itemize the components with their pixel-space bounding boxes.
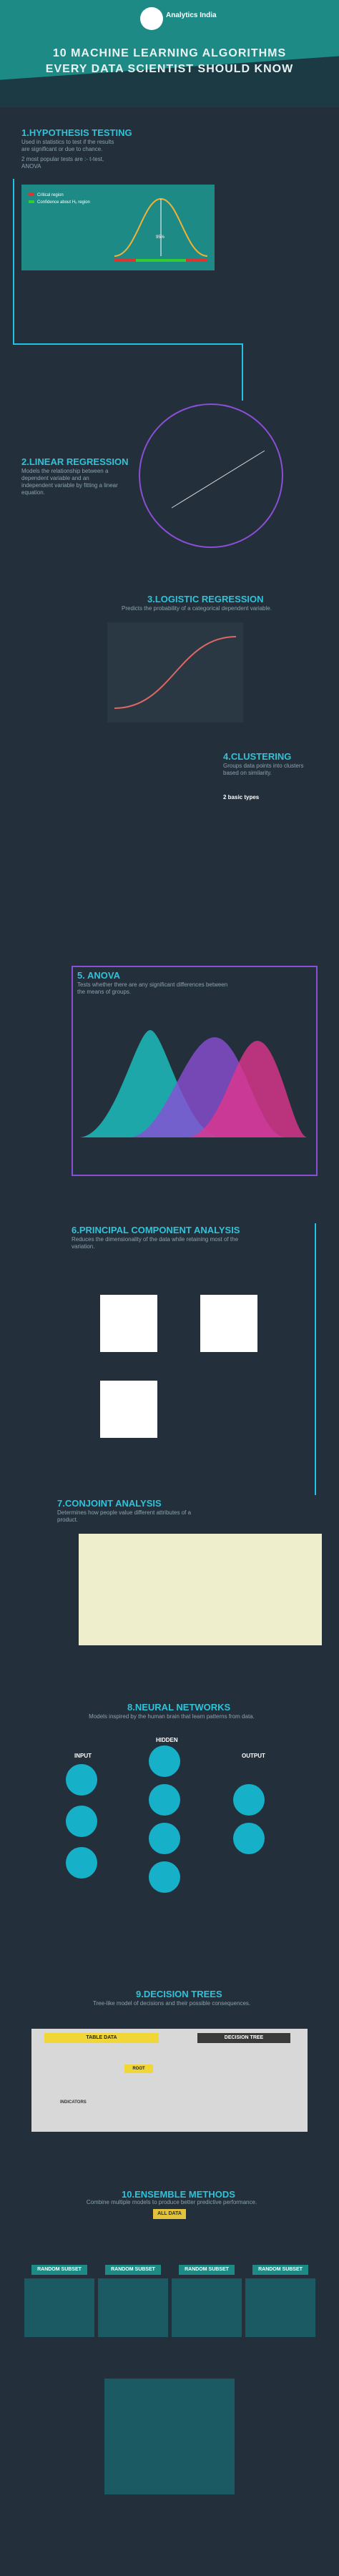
legend-label-confidence: Confidence about H₀ region	[37, 200, 90, 205]
decision-tree-header: DECISION TREE	[197, 2033, 290, 2043]
pca-plot-3	[100, 1381, 157, 1438]
section-desc-ensemble: Combine multiple models to produce bette…	[86, 2199, 257, 2205]
section-desc-conjoint: Determines how people value different at…	[57, 1509, 192, 1523]
connector-line	[72, 1223, 316, 1495]
critical-bar-right	[186, 259, 207, 262]
subset-tree	[172, 2278, 242, 2337]
section-desc-hypothesis: Used in statistics to test if the result…	[21, 139, 114, 152]
subset-tree	[245, 2278, 315, 2337]
random-subset-label: RANDOM SUBSET	[252, 2265, 308, 2275]
legend-swatch-confidence	[29, 200, 34, 203]
pca-plot-2	[200, 1295, 257, 1352]
section-desc-pca: Reduces the dimensionality of the data w…	[72, 1236, 239, 1250]
regression-ring	[139, 403, 283, 548]
conjoint-panel	[79, 1534, 322, 1645]
output-neuron	[233, 1823, 265, 1854]
section-desc-clustering: Groups data points into clusters based o…	[223, 763, 304, 776]
regression-line	[171, 450, 265, 509]
table-data-header: TABLE DATA	[44, 2033, 159, 2043]
hidden-layer-label: HIDDEN	[156, 1737, 178, 1743]
input-layer-label: INPUT	[74, 1753, 92, 1759]
section-sub-hypothesis: 2 most popular tests are :- t-test, ANOV…	[21, 156, 104, 170]
section-desc-linear-regression: Models the relationship between a depend…	[21, 468, 118, 496]
brand-mark-icon	[140, 7, 163, 30]
input-neuron	[66, 1806, 97, 1837]
indicators-label: INDICATORS	[60, 2100, 87, 2105]
hidden-neuron	[149, 1745, 180, 1777]
section-title-logistic-regression: 3.LOGISTIC REGRESSION	[147, 594, 264, 604]
confidence-label: 95%	[156, 235, 165, 240]
subset-tree	[98, 2278, 168, 2337]
tree-root-node: ROOT	[124, 2065, 153, 2073]
hidden-neuron	[149, 1784, 180, 1816]
section-desc-neural-networks: Models inspired by the human brain that …	[89, 1713, 255, 1720]
all-data-node: ALL DATA	[153, 2209, 186, 2219]
hidden-neuron	[149, 1861, 180, 1893]
section-desc-decision-trees: Tree-like model of decisions and their p…	[92, 2000, 251, 2007]
connector-line	[13, 179, 14, 343]
random-subset-label: RANDOM SUBSET	[31, 2265, 87, 2275]
hidden-neuron	[149, 1823, 180, 1854]
sigmoid-curve	[114, 636, 237, 709]
pca-plot-1	[100, 1295, 157, 1352]
anova-chart	[79, 1030, 308, 1137]
section-sub-clustering: 2 basic types	[223, 794, 260, 800]
section-title-pca: 6.PRINCIPAL COMPONENT ANALYSIS	[72, 1225, 240, 1235]
anova-frame	[72, 966, 318, 1176]
cluster-scatter	[86, 801, 222, 959]
section-desc-logistic-regression: Predicts the probability of a categorica…	[122, 605, 272, 612]
logistic-curve-figure	[107, 622, 243, 723]
section-title-hypothesis: 1.HYPOTHESIS TESTING	[21, 127, 132, 138]
section-title-clustering: 4.CLUSTERING	[223, 751, 292, 762]
subset-tree	[24, 2278, 94, 2337]
confidence-bar	[136, 259, 186, 262]
linear-regression-figure	[139, 403, 283, 548]
section-title-anova: 5. ANOVA	[77, 970, 120, 981]
brand-logo: Analytics India	[140, 6, 217, 31]
section-title-decision-trees: 9.DECISION TREES	[136, 1989, 222, 1999]
random-subset-label: RANDOM SUBSET	[105, 2265, 161, 2275]
header-banner: Analytics India 10 MACHINE LEARNING ALGO…	[0, 0, 339, 107]
hypothesis-chart: Critical region Confidence about H₀ regi…	[29, 193, 208, 262]
pca-plots	[100, 1295, 257, 1438]
random-subset-label: RANDOM SUBSET	[179, 2265, 235, 2275]
brand-name: Analytics India	[166, 11, 217, 19]
legend-label-critical: Critical region	[37, 193, 64, 197]
decision-tree-panel: TABLE DATA DECISION TREE ROOT INDICATORS	[31, 2029, 308, 2132]
section-title-ensemble: 10.ENSEMBLE METHODS	[122, 2189, 235, 2200]
section-title-linear-regression: 2.LINEAR REGRESSION	[21, 456, 129, 467]
section-desc-anova: Tests whether there are any significant …	[77, 981, 228, 995]
section-title-conjoint: 7.CONJOINT ANALYSIS	[57, 1498, 162, 1509]
combined-tree	[104, 2379, 235, 2494]
output-layer-label: OUTPUT	[242, 1753, 265, 1759]
page-title-line2: EVERY DATA SCIENTIST SHOULD KNOW	[45, 63, 294, 75]
input-neuron	[66, 1847, 97, 1879]
section-title-neural-networks: 8.NEURAL NETWORKS	[127, 1702, 231, 1713]
input-neuron	[66, 1764, 97, 1796]
legend-swatch-critical	[29, 193, 34, 196]
page-title-line1: 10 MACHINE LEARNING ALGORITHMS	[52, 47, 287, 59]
connector-line	[13, 343, 242, 345]
critical-bar-left	[114, 259, 136, 262]
hypothesis-panel: Critical region Confidence about H₀ regi…	[21, 185, 215, 270]
connector-line	[242, 343, 243, 401]
output-neuron	[233, 1784, 265, 1816]
anova-curve-3	[186, 1041, 308, 1137]
